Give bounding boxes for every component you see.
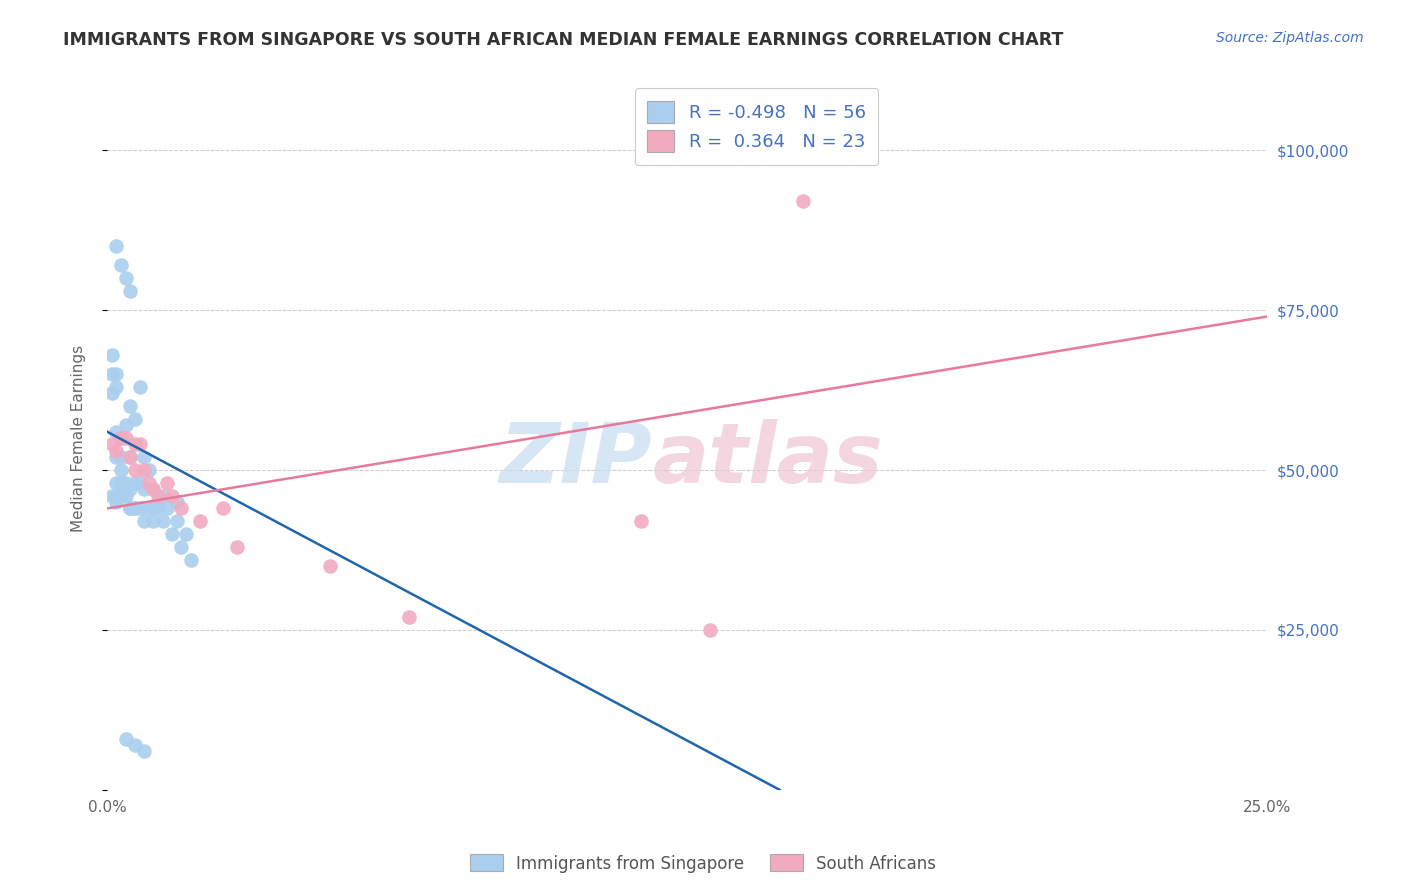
Point <box>110 431 132 445</box>
Point <box>105 367 128 381</box>
Point <box>166 514 188 528</box>
Point <box>160 527 183 541</box>
Point <box>114 475 136 490</box>
Point <box>120 501 142 516</box>
Point <box>120 501 142 516</box>
Point <box>124 437 146 451</box>
Point <box>174 527 197 541</box>
Point <box>114 418 136 433</box>
Text: IMMIGRANTS FROM SINGAPORE VS SOUTH AFRICAN MEDIAN FEMALE EARNINGS CORRELATION CH: IMMIGRANTS FROM SINGAPORE VS SOUTH AFRIC… <box>63 31 1064 49</box>
Point <box>146 489 169 503</box>
Legend: R = -0.498   N = 56, R =  0.364   N = 23: R = -0.498 N = 56, R = 0.364 N = 23 <box>634 88 879 165</box>
Point <box>120 284 142 298</box>
Point <box>114 489 136 503</box>
Point <box>124 463 146 477</box>
Point <box>792 194 814 209</box>
Point <box>100 386 122 401</box>
Point <box>134 450 156 465</box>
Point <box>128 475 150 490</box>
Point <box>124 738 146 752</box>
Point <box>114 431 136 445</box>
Point <box>110 463 132 477</box>
Point <box>124 501 146 516</box>
Point <box>152 489 174 503</box>
Point <box>156 501 179 516</box>
Point <box>110 489 132 503</box>
Point <box>114 731 136 746</box>
Point <box>105 425 128 439</box>
Point <box>166 495 188 509</box>
Point <box>160 489 183 503</box>
Point <box>142 514 165 528</box>
Text: Source: ZipAtlas.com: Source: ZipAtlas.com <box>1216 31 1364 45</box>
Point <box>134 463 156 477</box>
Point <box>100 348 122 362</box>
Point <box>105 475 128 490</box>
Point <box>105 443 128 458</box>
Point <box>134 514 156 528</box>
Point <box>100 437 122 451</box>
Point <box>105 495 128 509</box>
Point <box>138 501 160 516</box>
Point <box>188 514 211 528</box>
Point <box>134 482 156 496</box>
Point <box>110 431 132 445</box>
Point <box>128 380 150 394</box>
Point <box>100 367 122 381</box>
Text: ZIP: ZIP <box>499 418 652 500</box>
Point <box>134 744 156 758</box>
Point <box>398 610 420 624</box>
Point <box>142 501 165 516</box>
Point <box>699 623 721 637</box>
Legend: Immigrants from Singapore, South Africans: Immigrants from Singapore, South African… <box>463 847 943 880</box>
Point <box>212 501 235 516</box>
Y-axis label: Median Female Earnings: Median Female Earnings <box>72 344 86 532</box>
Point <box>105 489 128 503</box>
Point <box>128 501 150 516</box>
Point <box>124 501 146 516</box>
Point <box>105 450 128 465</box>
Point <box>100 489 122 503</box>
Point <box>180 552 202 566</box>
Point <box>226 540 249 554</box>
Point <box>120 482 142 496</box>
Point <box>630 514 652 528</box>
Point <box>142 482 165 496</box>
Point <box>105 380 128 394</box>
Point <box>142 482 165 496</box>
Point <box>110 259 132 273</box>
Point <box>146 501 169 516</box>
Point <box>170 540 193 554</box>
Point <box>170 501 193 516</box>
Point <box>114 271 136 285</box>
Point <box>120 450 142 465</box>
Point <box>156 475 179 490</box>
Point <box>110 450 132 465</box>
Point <box>138 463 160 477</box>
Point <box>152 514 174 528</box>
Point <box>319 559 342 574</box>
Point <box>124 412 146 426</box>
Point <box>105 239 128 253</box>
Point <box>128 437 150 451</box>
Text: atlas: atlas <box>652 418 883 500</box>
Point <box>120 450 142 465</box>
Point <box>124 475 146 490</box>
Point <box>110 475 132 490</box>
Point <box>120 399 142 413</box>
Point <box>138 475 160 490</box>
